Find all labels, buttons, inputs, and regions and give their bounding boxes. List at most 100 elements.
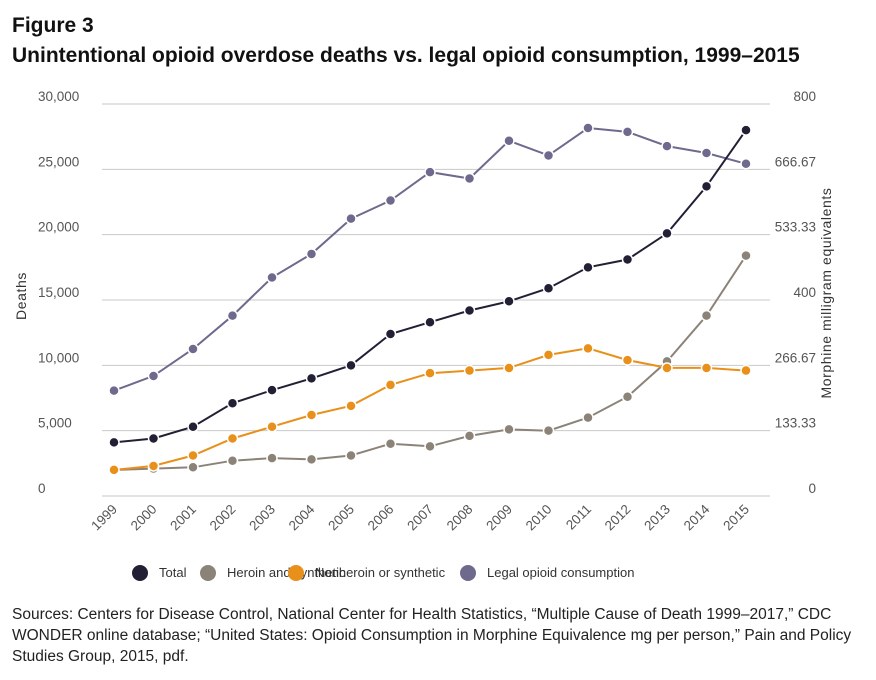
data-point-heroin-and-synthetic — [187, 461, 199, 474]
data-point-nonheroin-or-synthetic — [147, 460, 160, 472]
data-point-heroin-and-synthetic — [463, 430, 476, 442]
legend-label: Heroin and synthetic — [227, 565, 346, 580]
data-point-nonheroin-or-synthetic — [266, 420, 278, 433]
data-point-total — [147, 432, 160, 445]
x-axis-ticks: 1999 2000 2001 2002 2003 2004 2005 2006 2007 2008… — [88, 501, 752, 533]
data-point-heroin-and-synthetic — [305, 453, 318, 466]
x-tick-label: 2011 — [563, 502, 594, 533]
series-legal-opioid-consumption — [108, 122, 752, 397]
data-point-nonheroin-or-synthetic — [582, 342, 594, 355]
data-point-nonheroin-or-synthetic — [740, 364, 752, 377]
figure-label: Figure 3 — [12, 14, 94, 37]
data-point-nonheroin-or-synthetic — [108, 464, 120, 476]
data-point-legal-opioid-consumption — [305, 248, 318, 260]
series-layer — [108, 122, 752, 476]
data-point-heroin-and-synthetic — [503, 423, 515, 436]
x-tick-label: 2012 — [602, 502, 634, 534]
legend-marker — [288, 565, 304, 581]
data-point-total — [700, 180, 713, 193]
x-tick-label: 2004 — [286, 501, 318, 533]
data-point-legal-opioid-consumption — [424, 166, 436, 178]
data-point-nonheroin-or-synthetic — [542, 349, 555, 361]
y-tick-label-right: 0 — [808, 481, 816, 496]
data-point-nonheroin-or-synthetic — [305, 409, 318, 421]
legend-item: Heroin and synthetic — [200, 565, 346, 581]
legend-marker — [200, 565, 216, 581]
data-point-total — [384, 328, 397, 340]
data-point-heroin-and-synthetic — [424, 440, 436, 453]
y-tick-label-right: 266.67 — [775, 350, 816, 365]
data-point-total — [187, 420, 199, 433]
y-tick-label-right: 400 — [793, 285, 816, 300]
legend-marker — [132, 565, 148, 581]
data-point-total — [661, 227, 673, 240]
legend-item: Total — [132, 565, 187, 581]
data-point-nonheroin-or-synthetic — [503, 362, 515, 374]
data-point-heroin-and-synthetic — [384, 437, 397, 450]
y-tick-label-left: 0 — [38, 481, 46, 496]
data-point-total — [108, 436, 120, 449]
legend-label: Nonheroin or synthetic — [315, 565, 446, 580]
data-point-legal-opioid-consumption — [503, 135, 515, 147]
data-point-total — [345, 359, 357, 372]
data-point-total — [424, 316, 436, 328]
data-point-heroin-and-synthetic — [621, 390, 634, 403]
data-point-legal-opioid-consumption — [345, 212, 357, 225]
data-point-legal-opioid-consumption — [187, 343, 199, 355]
chart-title: Unintentional opioid overdose deaths vs.… — [12, 44, 800, 67]
sources-note: Sources: Centers for Disease Control, Na… — [12, 606, 852, 665]
data-point-legal-opioid-consumption — [266, 271, 278, 284]
data-point-nonheroin-or-synthetic — [345, 400, 357, 412]
data-point-total — [463, 304, 476, 317]
y-tick-label-left: 10,000 — [38, 350, 79, 365]
y-tick-label-right: 133.33 — [775, 416, 816, 431]
data-point-heroin-and-synthetic — [345, 449, 357, 462]
x-tick-label: 2014 — [681, 501, 713, 533]
line-chart: 0 5,000 10,000 15,000 20,000 25,000 30,000 0 13… — [13, 89, 834, 581]
data-point-heroin-and-synthetic — [226, 454, 239, 467]
legend-item: Nonheroin or synthetic — [288, 565, 446, 581]
data-point-heroin-and-synthetic — [700, 309, 713, 322]
data-point-nonheroin-or-synthetic — [463, 364, 476, 377]
data-point-legal-opioid-consumption — [147, 370, 160, 382]
x-tick-label: 1999 — [88, 502, 120, 534]
data-point-legal-opioid-consumption — [582, 122, 594, 134]
y-tick-label-left: 30,000 — [38, 89, 79, 104]
left-axis-ticks: 0 5,000 10,000 15,000 20,000 25,000 30,000 — [38, 89, 79, 496]
right-axis-ticks: 0 133.33 266.67 400 533.33 666.67 800 — [775, 89, 816, 496]
data-point-legal-opioid-consumption — [542, 149, 555, 162]
data-point-legal-opioid-consumption — [621, 126, 634, 138]
y-tick-label-right: 800 — [793, 89, 816, 104]
legend-label: Legal opioid consumption — [487, 565, 634, 580]
y-tick-label-left: 15,000 — [38, 285, 79, 300]
gridlines — [102, 103, 770, 497]
data-point-nonheroin-or-synthetic — [424, 367, 436, 379]
x-tick-label: 2010 — [523, 502, 555, 534]
data-point-heroin-and-synthetic — [542, 424, 555, 437]
data-point-total — [305, 372, 318, 385]
y-tick-label-right: 533.33 — [775, 220, 816, 235]
series-heroin-and-synthetic — [108, 249, 752, 476]
y-tick-label-left: 20,000 — [38, 220, 79, 235]
series-total — [108, 124, 752, 449]
x-tick-label: 2006 — [365, 502, 397, 534]
data-point-legal-opioid-consumption — [226, 309, 239, 322]
data-point-total — [266, 384, 278, 396]
x-tick-label: 2007 — [404, 502, 436, 534]
data-point-nonheroin-or-synthetic — [226, 432, 239, 445]
data-point-nonheroin-or-synthetic — [384, 379, 397, 391]
data-point-legal-opioid-consumption — [661, 140, 673, 152]
data-point-total — [226, 397, 239, 409]
legend-marker — [460, 565, 476, 581]
data-point-total — [582, 261, 594, 274]
data-point-legal-opioid-consumption — [740, 158, 752, 170]
data-point-heroin-and-synthetic — [582, 411, 594, 424]
x-tick-label: 2013 — [641, 502, 673, 534]
data-point-heroin-and-synthetic — [740, 249, 752, 262]
data-point-heroin-and-synthetic — [266, 452, 278, 464]
data-point-total — [621, 253, 634, 266]
data-point-legal-opioid-consumption — [384, 194, 397, 207]
legend-item: Legal opioid consumption — [460, 565, 634, 581]
data-point-nonheroin-or-synthetic — [661, 362, 673, 374]
